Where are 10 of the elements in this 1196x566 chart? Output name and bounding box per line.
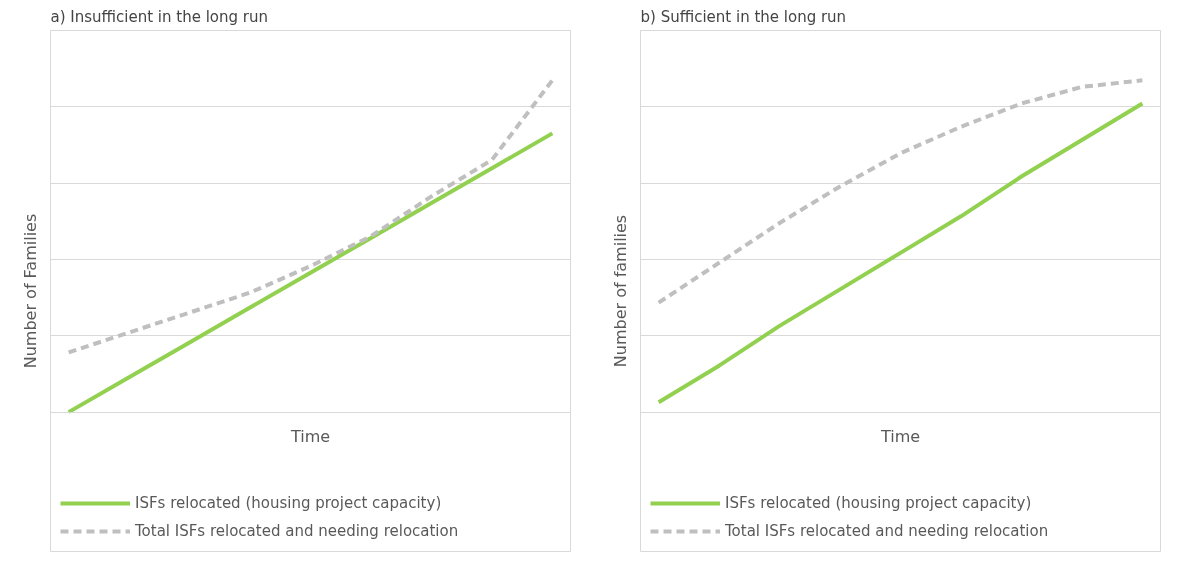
legend-label: ISFs relocated (housing project capacity) (135, 494, 442, 512)
x-axis-title: Time (289, 426, 331, 446)
legend-label: ISFs relocated (housing project capacity) (725, 494, 1032, 512)
legend-label: Total ISFs relocated and needing relocation (135, 522, 459, 540)
chart-title: a) Insufficient in the long run (50, 7, 269, 26)
legend-label: Total ISFs relocated and needing relocation (725, 522, 1049, 540)
y-axis-title: Number of Families (20, 213, 40, 369)
x-axis-title: Time (879, 426, 921, 446)
chart-title: b) Sufficient in the long run (640, 7, 847, 26)
y-axis-title: Number of families (610, 214, 630, 368)
